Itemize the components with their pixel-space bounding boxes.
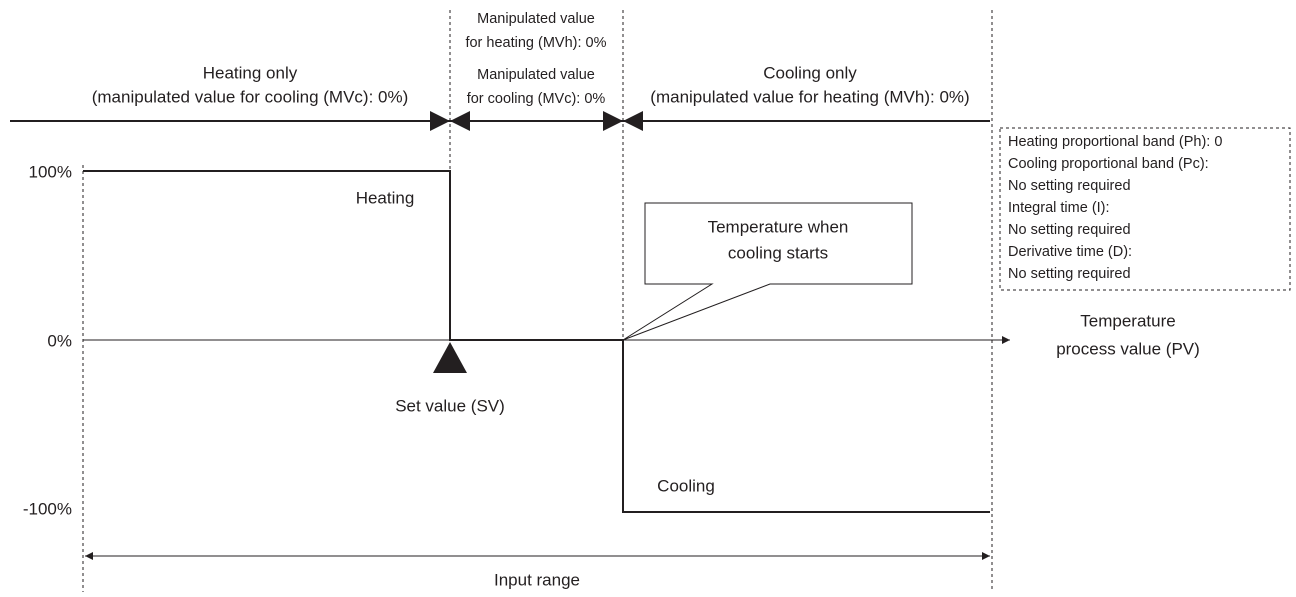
settings-text: No setting required xyxy=(1008,178,1131,194)
settings-text: Heating proportional band (Ph): 0 xyxy=(1008,134,1222,150)
range-label: Input range xyxy=(494,570,580,589)
curve-label: Heating xyxy=(356,188,415,207)
set-value-label: Set value (SV) xyxy=(395,396,505,415)
output-line xyxy=(83,170,990,513)
x-axis-label: process value (PV) xyxy=(1056,339,1200,358)
axis-label: 0% xyxy=(47,331,72,350)
region-text: (manipulated value for cooling (MVc): 0%… xyxy=(92,87,409,106)
settings-text: Derivative time (D): xyxy=(1008,244,1132,260)
callout-text: cooling starts xyxy=(728,243,828,262)
region-text: Cooling only xyxy=(763,63,857,82)
region-text: Manipulated value xyxy=(477,67,595,83)
region-text: for heating (MVh): 0% xyxy=(465,35,606,51)
set-value-marker xyxy=(433,342,467,373)
region-text: Manipulated value xyxy=(477,11,595,27)
settings-text: No setting required xyxy=(1008,266,1131,282)
axis-label: 100% xyxy=(29,162,72,181)
region-text: Heating only xyxy=(203,63,298,82)
x-axis-label: Temperature xyxy=(1080,311,1175,330)
region-bar xyxy=(10,111,990,131)
settings-box xyxy=(999,127,1291,291)
callout-box xyxy=(622,202,913,341)
region-text: (manipulated value for heating (MVh): 0%… xyxy=(650,87,969,106)
region-text: for cooling (MVc): 0% xyxy=(467,91,606,107)
settings-text: No setting required xyxy=(1008,222,1131,238)
curve-label: Cooling xyxy=(657,476,715,495)
callout-text: Temperature when xyxy=(708,217,849,236)
axis-label: -100% xyxy=(23,499,72,518)
guides xyxy=(82,10,993,592)
settings: Heating proportional band (Ph): 0 Cooling… xyxy=(1008,134,1222,282)
settings-text: Cooling proportional band (Pc): xyxy=(1008,156,1209,172)
settings-text: Integral time (I): xyxy=(1008,200,1110,216)
